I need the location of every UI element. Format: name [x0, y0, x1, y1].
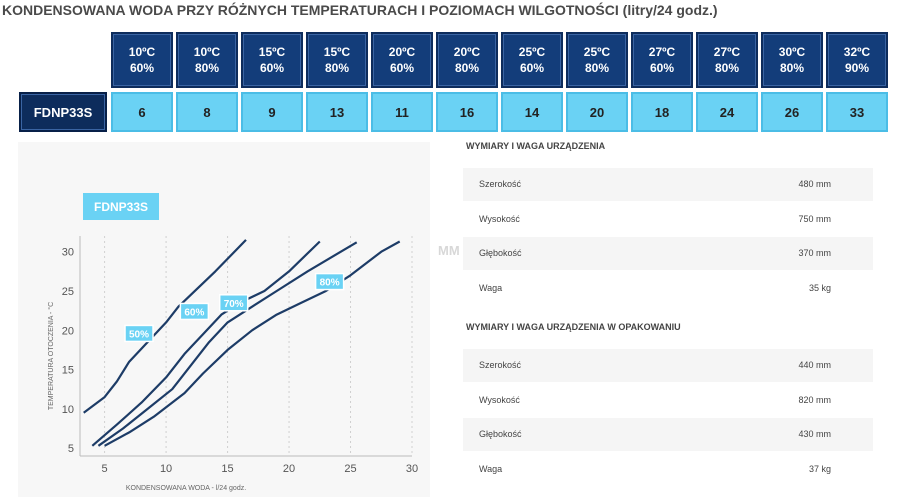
- spec-value: 820 mm: [798, 394, 831, 405]
- header-temperature: 32ºC: [843, 45, 871, 59]
- table-value-cell: 20: [566, 92, 628, 132]
- table-model-cell: FDNP33S: [19, 92, 107, 132]
- spec-row: Głębokość 430 mm: [463, 418, 873, 451]
- spec-label: Waga: [479, 463, 503, 474]
- chart-model-badge: FDNP33S: [83, 193, 159, 220]
- spec-label: Wysokość: [479, 213, 520, 224]
- header-humidity: 60%: [129, 61, 155, 75]
- header-humidity: 60%: [259, 61, 285, 75]
- spec-row: Waga 37 kg: [463, 453, 873, 486]
- header-humidity: 60%: [389, 61, 415, 75]
- table-header-cell: 20ºC 80%: [436, 32, 498, 88]
- header-temperature: 20ºC: [453, 45, 481, 59]
- header-humidity: 80%: [454, 61, 480, 75]
- table-value-cell: 9: [241, 92, 303, 132]
- header-temperature: 27ºC: [713, 45, 741, 59]
- spec-value: 430 mm: [798, 429, 831, 439]
- header-humidity: 90%: [844, 61, 870, 75]
- spec-label: Głębokość: [479, 429, 522, 439]
- table-header-cell: 27ºC 60%: [631, 32, 693, 88]
- header-humidity: 80%: [779, 61, 805, 75]
- header-temperature: 15ºC: [323, 45, 351, 59]
- table-header-cell: 32ºC 90%: [826, 32, 888, 88]
- spec-label: Szerokość: [479, 179, 522, 189]
- chart-panel: [18, 142, 430, 497]
- header-temperature: 27ºC: [648, 45, 676, 59]
- table-value-cell: 8: [176, 92, 238, 132]
- table-header-cell: 30ºC 80%: [761, 32, 823, 88]
- spec-row: Głębokość 370 mm: [463, 237, 873, 270]
- table-header-cell: 15ºC 80%: [306, 32, 368, 88]
- header-temperature: 30ºC: [778, 45, 806, 59]
- section2-title: WYMIARY I WAGA URZĄDZENIA W OPAKOWANIU: [466, 322, 681, 332]
- table-value-cell: 14: [501, 92, 563, 132]
- table-header-cell: 15ºC 60%: [241, 32, 303, 88]
- header-temperature: 15ºC: [258, 45, 286, 59]
- spec-value: 370 mm: [798, 248, 831, 258]
- header-humidity: 60%: [649, 61, 675, 75]
- table-value-cell: 26: [761, 92, 823, 132]
- spec-row: Wysokość 820 mm: [463, 384, 873, 417]
- spec-value: 750 mm: [798, 213, 831, 224]
- header-humidity: 80%: [324, 61, 350, 75]
- spec-value: 440 mm: [798, 360, 831, 370]
- table-header-cell: 20ºC 60%: [371, 32, 433, 88]
- table-header-cell: 25ºC 80%: [566, 32, 628, 88]
- header-humidity: 80%: [584, 61, 610, 75]
- table-header-cell: 10ºC 80%: [176, 32, 238, 88]
- spec-row: Waga 35 kg: [463, 272, 873, 305]
- table-value-cell: 13: [306, 92, 368, 132]
- watermark-label: MM: [438, 243, 460, 258]
- header-temperature: 10ºC: [193, 45, 221, 59]
- spec-value: 37 kg: [808, 463, 831, 474]
- spec-row: Wysokość 750 mm: [463, 203, 873, 236]
- spec-label: Wysokość: [479, 394, 520, 405]
- header-humidity: 80%: [714, 61, 740, 75]
- table-value-cell: 24: [696, 92, 758, 132]
- header-humidity: 60%: [519, 61, 545, 75]
- table-header-cell: 10ºC 60%: [111, 32, 173, 88]
- table-value-cell: 11: [371, 92, 433, 132]
- page-title: KONDENSOWANA WODA PRZY RÓŻNYCH TEMPERATU…: [2, 2, 718, 18]
- spec-label: Szerokość: [479, 360, 522, 370]
- table-value-cell: 6: [111, 92, 173, 132]
- header-temperature: 25ºC: [518, 45, 546, 59]
- header-temperature: 20ºC: [388, 45, 416, 59]
- section1-title: WYMIARY I WAGA URZĄDZENIA: [466, 141, 606, 151]
- spec-row: Szerokość 440 mm: [463, 349, 873, 382]
- table-header-cell: 25ºC 60%: [501, 32, 563, 88]
- header-temperature: 10ºC: [128, 45, 156, 59]
- table-value-cell: 18: [631, 92, 693, 132]
- table-value-cell: 33: [826, 92, 888, 132]
- spec-value: 480 mm: [798, 179, 831, 189]
- spec-value: 35 kg: [808, 282, 831, 293]
- table-header-cell: 27ºC 80%: [696, 32, 758, 88]
- spec-label: Głębokość: [479, 248, 522, 258]
- header-humidity: 80%: [194, 61, 220, 75]
- header-temperature: 25ºC: [583, 45, 611, 59]
- spec-row: Szerokość 480 mm: [463, 168, 873, 201]
- table-value-cell: 16: [436, 92, 498, 132]
- spec-label: Waga: [479, 282, 503, 293]
